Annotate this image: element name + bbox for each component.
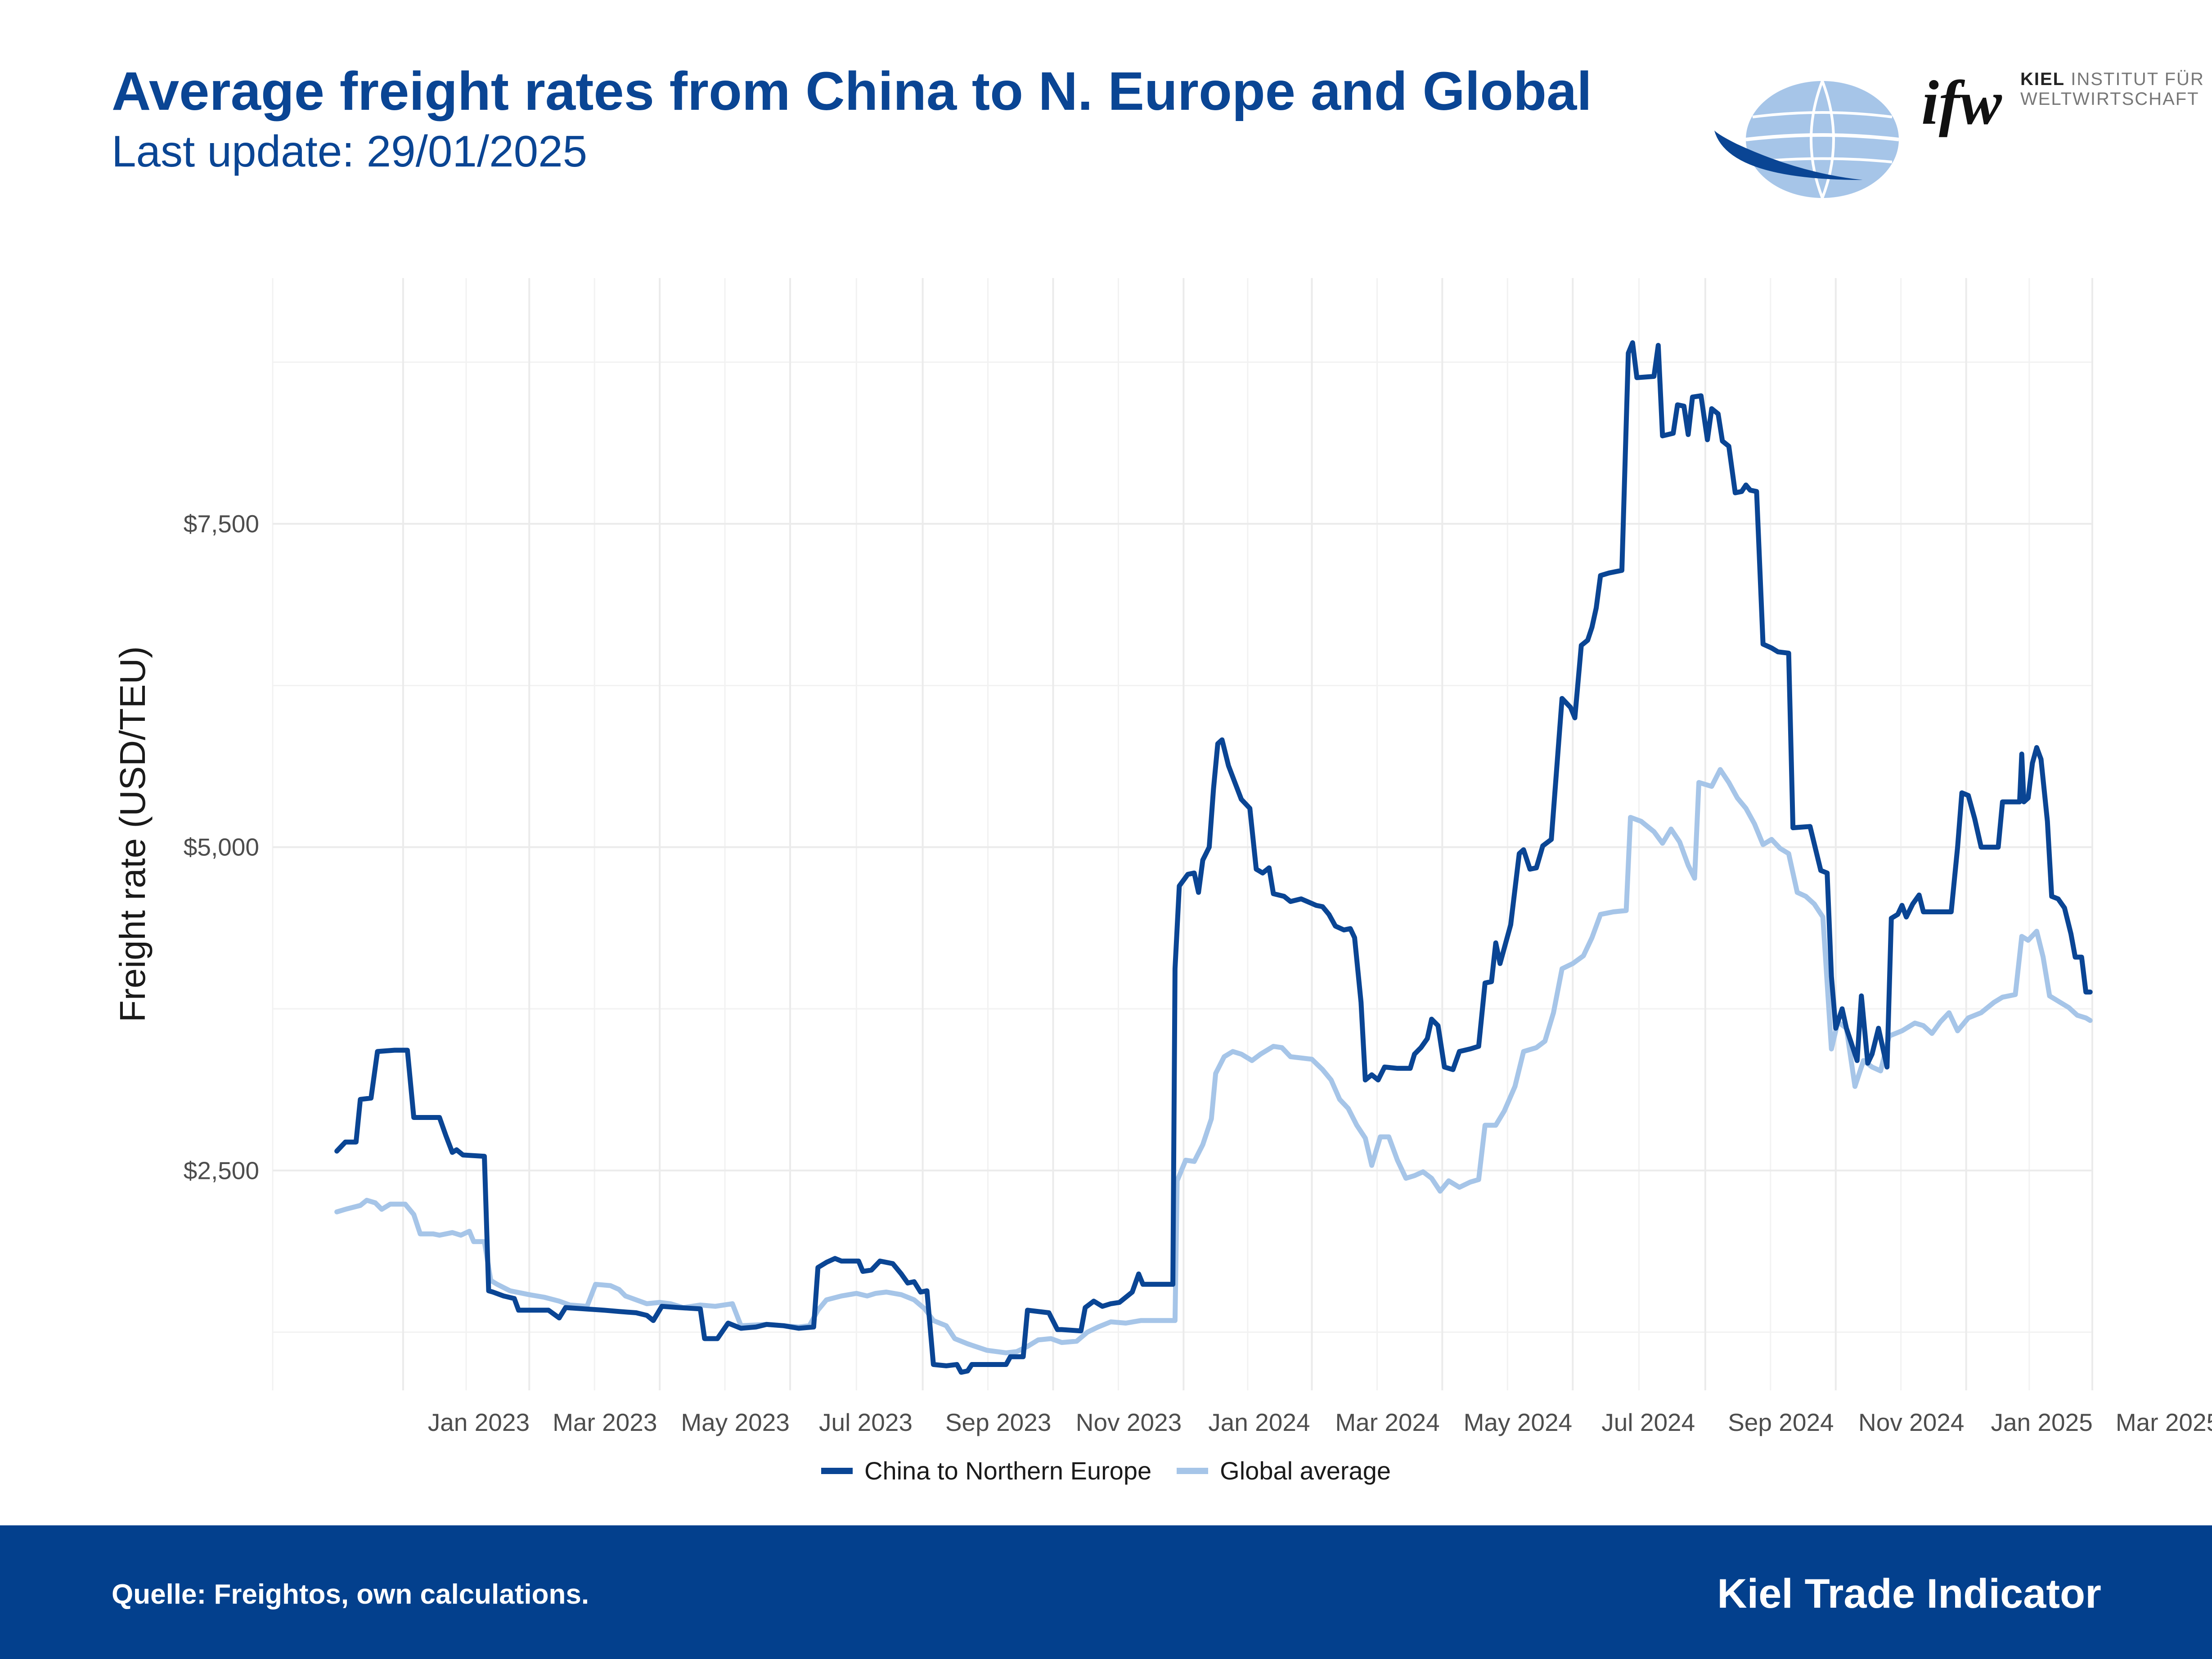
legend-swatch-north-europe	[821, 1467, 853, 1474]
x-tick-label: Mar 2024	[1335, 1408, 1439, 1436]
x-tick-label: Mar 2023	[553, 1408, 657, 1436]
footer-bar: Quelle: Freightos, own calculations. Kie…	[0, 1525, 2212, 1659]
page-title: Average freight rates from China to N. E…	[112, 60, 1592, 121]
x-tick-label: Jul 2023	[819, 1408, 913, 1436]
x-tick-label: Jan 2023	[428, 1408, 530, 1436]
x-tick-label: Jul 2024	[1601, 1408, 1695, 1436]
x-tick-label: Jan 2025	[1991, 1408, 2092, 1436]
x-tick-label: Sep 2024	[1728, 1408, 1834, 1436]
x-tick-label: Mar 2025	[2116, 1408, 2212, 1436]
x-tick-label: Jan 2024	[1208, 1408, 1310, 1436]
series-line-china-northern-europe	[334, 340, 2093, 1375]
x-tick-label: May 2023	[681, 1408, 790, 1436]
y-axis-title: Freight rate (USD/TEU)	[112, 646, 153, 1022]
logo-institute: KIEL INSTITUT FÜR WELTWIRTSCHAFT	[2020, 69, 2204, 109]
x-tick-label: May 2024	[1464, 1408, 1573, 1436]
ifw-logo: ifw KIEL INSTITUT FÜR WELTWIRTSCHAFT	[1710, 63, 2203, 207]
y-tick-label: $2,500	[184, 1156, 259, 1184]
logo-mark: ifw	[1921, 68, 2002, 138]
chart-legend: China to Northern Europe Global average	[0, 1456, 2212, 1485]
legend-label-global: Global average	[1220, 1457, 1391, 1485]
x-tick-label: Sep 2023	[945, 1408, 1052, 1436]
x-tick-label: Nov 2024	[1858, 1408, 1964, 1436]
series-line-global-average	[334, 767, 2093, 1356]
y-tick-label: $7,500	[184, 510, 259, 538]
page-subtitle: Last update: 29/01/2025	[112, 126, 588, 176]
legend-swatch-global	[1177, 1467, 1209, 1474]
y-tick-label: $5,000	[184, 833, 259, 861]
brand-name: Kiel Trade Indicator	[1717, 1571, 2101, 1617]
x-tick-label: Nov 2023	[1076, 1408, 1182, 1436]
legend-label-north-europe: China to Northern Europe	[864, 1457, 1152, 1485]
logo-line2: WELTWIRTSCHAFT	[2020, 89, 2199, 109]
logo-line1-rest: INSTITUT FÜR	[2071, 69, 2204, 89]
globe-icon	[1714, 80, 1899, 199]
source-note: Quelle: Freightos, own calculations.	[112, 1579, 589, 1610]
freight-rate-chart: Jan 2023 Mar 2023 May 2023 Jul 2023 Sep 2023…	[112, 278, 2212, 1436]
legend-item-north-europe: China to Northern Europe	[821, 1456, 1151, 1485]
legend-item-global: Global average	[1177, 1456, 1391, 1485]
logo-line1-bold: KIEL	[2020, 69, 2065, 89]
